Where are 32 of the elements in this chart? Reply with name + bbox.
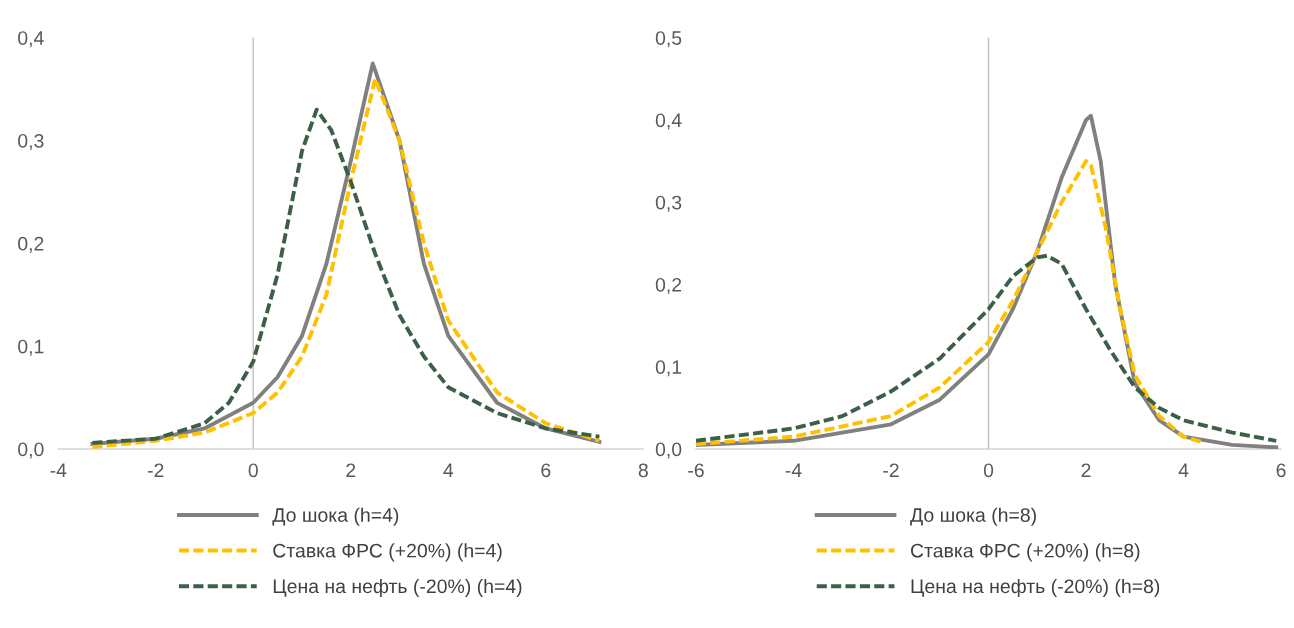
x-tick-label: 0 [248, 463, 258, 478]
x-tick-label: 2 [346, 463, 356, 477]
y-tick-label: 0,2 [655, 277, 682, 295]
y-tick-label: 0,4 [18, 31, 44, 48]
x-tick-label: -2 [883, 463, 899, 477]
y-tick-label: 0,1 [18, 339, 44, 356]
y-tick-label: 0,2 [18, 236, 44, 253]
x-tick-label: 4 [1178, 463, 1189, 477]
legend-label: До шока (h=4) [272, 507, 399, 526]
y-tick-label: 0,5 [655, 31, 682, 48]
legend-label: Ставка ФРС (+20%) (h=4) [273, 543, 502, 562]
y-tick-label: 0,3 [655, 195, 682, 212]
legend-label: Цена на нефть (-20%) (h=4) [273, 578, 522, 598]
legend-label: Ставка ФРС (+20%) (h=8) [911, 543, 1140, 562]
x-tick-label: -4 [785, 463, 802, 477]
x-tick-label: 8 [638, 463, 648, 478]
y-tick-label: 0,4 [655, 113, 682, 130]
y-tick-label: 0,1 [655, 360, 682, 377]
x-tick-label: 6 [1276, 463, 1286, 478]
line-series [695, 253, 1279, 443]
x-tick-label: 0 [983, 463, 994, 478]
x-tick-label: 4 [443, 463, 454, 477]
x-tick-label: -6 [688, 463, 704, 478]
y-tick-label: 0,3 [18, 133, 44, 151]
x-tick-label: -2 [147, 463, 164, 477]
legend-label: До шока (h=8) [910, 507, 1036, 526]
y-tick-label: 0,0 [18, 442, 44, 459]
legend-label: Цена на нефть (-20%) (h=8) [911, 578, 1160, 598]
x-tick-label: 6 [541, 463, 551, 478]
y-tick-label: 0,0 [655, 442, 682, 459]
x-tick-label: -4 [50, 463, 67, 477]
x-tick-label: 2 [1081, 463, 1091, 477]
